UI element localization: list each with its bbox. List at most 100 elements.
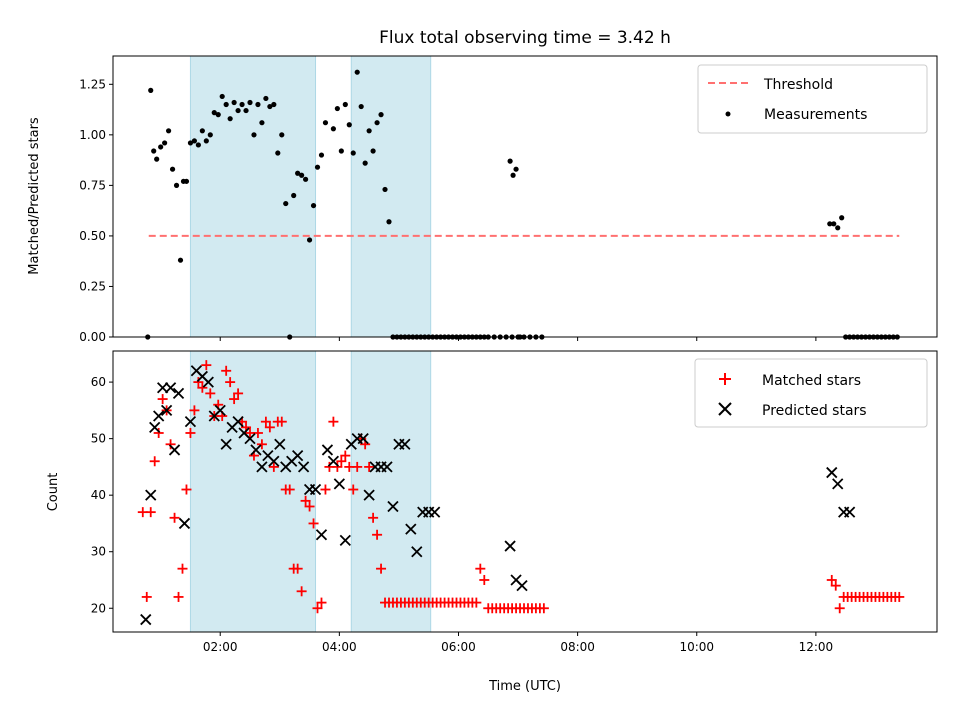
measurement-point — [207, 132, 213, 138]
matched-star-point — [308, 518, 319, 529]
measurement-point — [148, 87, 154, 93]
measurement-point — [382, 186, 388, 193]
matched-star-point — [169, 512, 180, 523]
top-y-tick-label: 0.50 — [79, 229, 106, 243]
predicted-star-point — [429, 506, 441, 518]
measurement-point — [183, 178, 190, 184]
measurement-point — [839, 215, 845, 221]
matched-star-point — [340, 450, 351, 461]
predicted-star-point — [178, 517, 191, 530]
bottom-y-tick-label: 60 — [91, 375, 106, 389]
predicted-star-point — [339, 534, 351, 547]
bottom-legend-frame — [694, 358, 928, 428]
matched-star-point — [157, 394, 168, 405]
measurement-point — [338, 148, 344, 154]
predicted-star-point — [274, 438, 286, 450]
predicted-star-point — [333, 478, 345, 490]
top-shaded-regions — [189, 55, 432, 338]
legend-threshold-label: Threshold — [763, 77, 833, 93]
matched-star-point — [276, 416, 287, 427]
matched-star-point — [475, 563, 486, 574]
measurement-point — [386, 219, 392, 225]
measurement-point — [211, 110, 217, 116]
predicted-star-point — [145, 489, 157, 501]
predicted-star-point — [214, 404, 226, 417]
measurement-point — [235, 107, 241, 114]
measurement-point — [318, 152, 325, 158]
legend-measurements-swatch — [725, 111, 731, 117]
matched-star-point — [479, 574, 490, 585]
matched-star-point — [284, 484, 295, 495]
bottom-y-axis-label: Count — [46, 473, 61, 512]
bottom-x-tick-label: 08:00 — [560, 640, 595, 654]
matched-star-point — [141, 591, 152, 602]
predicted-star-point — [363, 489, 375, 501]
top-x-ticks — [219, 337, 817, 341]
predicted-star-point — [411, 546, 423, 558]
matched-star-point — [352, 461, 363, 472]
measurement-point — [177, 257, 184, 263]
matched-star-point — [193, 377, 204, 388]
predicted-star-point — [309, 483, 322, 496]
predicted-star-point — [168, 444, 181, 456]
matched-star-point — [221, 365, 232, 376]
measurement-point — [151, 148, 157, 154]
measurement-point — [513, 166, 519, 172]
predicted-star-point — [244, 432, 256, 445]
bottom-x-tick-label: 02:00 — [203, 640, 238, 654]
top-shaded-region-0 — [189, 55, 317, 338]
bottom-panel: 20 30 40 50 60 02:00 04:00 06:00 08:00 10:00 12:0… — [46, 350, 938, 694]
predicted-star-point — [399, 438, 411, 450]
matched-star-point — [364, 461, 375, 472]
matched-star-point — [177, 563, 188, 574]
measurement-point — [227, 116, 233, 122]
bottom-shaded-region-0 — [189, 350, 317, 633]
matched-star-point — [372, 529, 383, 540]
bottom-shaded-regions — [189, 350, 432, 633]
matched-star-point — [348, 484, 359, 495]
matched-star-point — [256, 439, 267, 450]
matched-star-point — [538, 603, 549, 614]
matched-star-point — [201, 360, 212, 371]
predicted-star-point — [405, 523, 417, 535]
matched-star-point — [252, 427, 263, 438]
matched-star-point — [260, 416, 271, 427]
matched-star-point — [834, 603, 845, 614]
measurement-point — [374, 120, 380, 126]
predicted-star-point — [387, 500, 399, 513]
matched-star-point — [153, 427, 164, 438]
measurement-point — [279, 132, 285, 138]
measurement-point — [358, 103, 364, 110]
matched-star-point — [471, 597, 482, 608]
bottom-x-tick-label: 12:00 — [799, 640, 834, 654]
matched-star-point — [149, 456, 160, 467]
legend-matched-swatch — [719, 373, 731, 385]
measurement-point — [342, 101, 348, 108]
measurement-point — [295, 170, 301, 176]
measurement-point — [267, 103, 273, 110]
measurement-point — [354, 69, 360, 75]
predicted-star-point — [220, 438, 232, 450]
measurement-point — [306, 237, 313, 243]
matched-star-point — [181, 484, 192, 495]
matched-star-point — [173, 591, 184, 602]
legend-matched-label: Matched stars — [762, 373, 861, 389]
measurement-point — [322, 120, 329, 126]
predicted-star-point — [357, 432, 369, 445]
matched-star-point — [336, 456, 347, 467]
matched-star-point — [304, 501, 315, 512]
matched-star-point — [332, 461, 343, 472]
predicted-star-point — [297, 461, 310, 473]
legend-predicted-swatch — [718, 402, 732, 416]
measurement-point — [835, 225, 841, 231]
measurement-point — [255, 101, 261, 108]
measurement-point — [283, 200, 289, 207]
bottom-x-tick-label: 04:00 — [322, 640, 357, 654]
legend-measurements-label: Measurements — [764, 107, 867, 123]
measurement-point — [215, 112, 221, 118]
measurement-point — [154, 156, 160, 162]
matched-star-point — [145, 507, 156, 518]
predicted-star-point — [327, 455, 340, 467]
bottom-y-tick-label: 40 — [91, 488, 106, 502]
